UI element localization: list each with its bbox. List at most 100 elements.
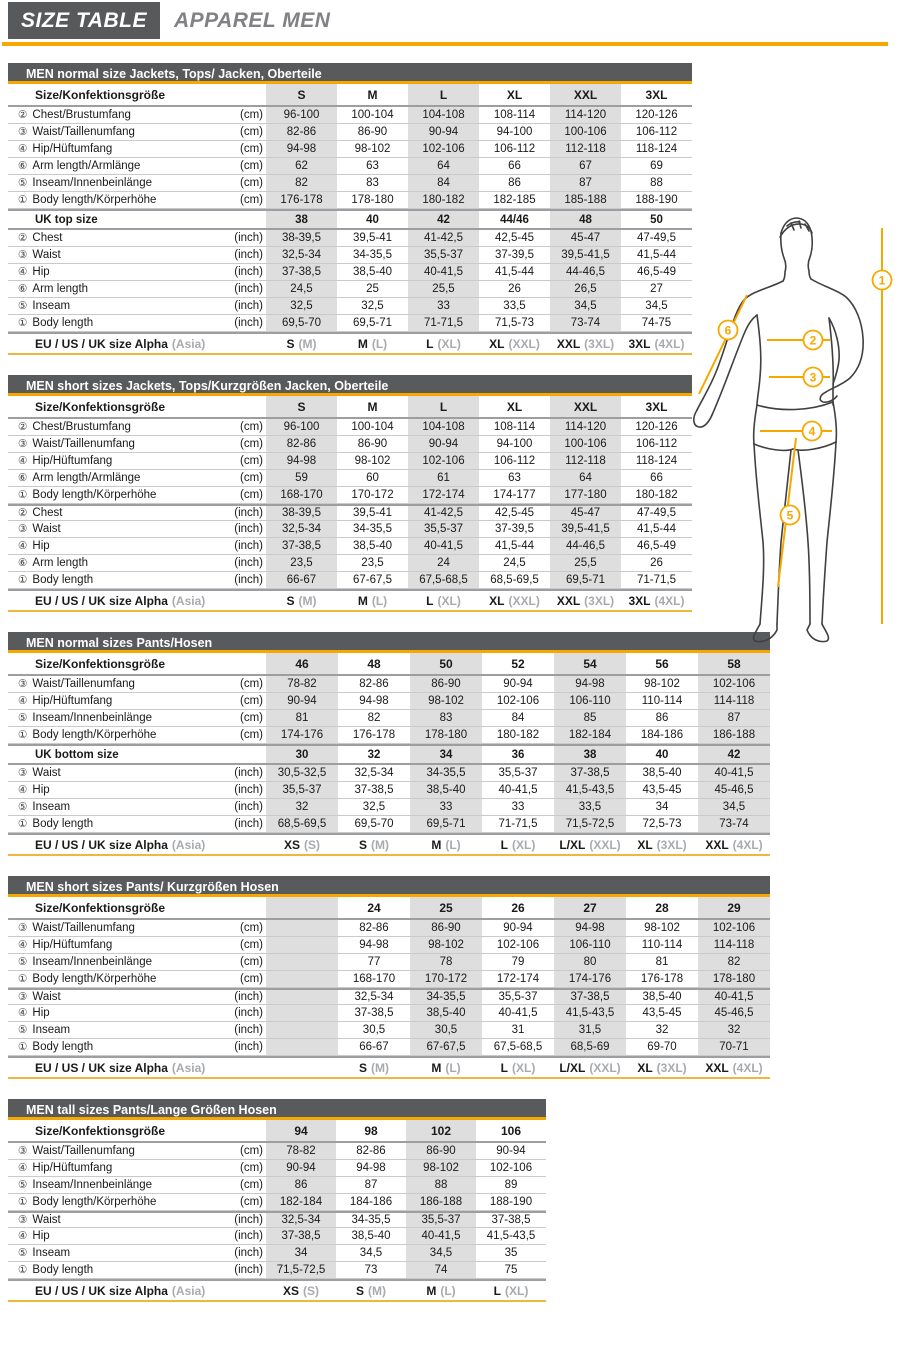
alpha-size-main: XXL	[556, 336, 581, 351]
measure-value-cell: 94-98	[554, 676, 626, 692]
measure-value-cell: 38-39,5	[266, 506, 337, 520]
measure-value-cell: 38,5-40	[642, 767, 682, 779]
uk-row-label: UK top size	[35, 213, 98, 226]
table-title-bar: MEN short sizes Jackets, Tops/Kurzgrößen…	[8, 375, 692, 396]
measure-value-cell: 100-104	[351, 421, 394, 433]
uk-value-cell: 48	[550, 211, 621, 228]
measure-row: ③ Waist (inch) 30,5-32,5 32,5-34 34-35,5 35,5-…	[8, 765, 770, 782]
measure-value-cell: 37-38,5	[554, 765, 626, 781]
measure-value-cell: 174-176	[266, 727, 338, 743]
measure-value-cell: 106-112	[493, 455, 536, 467]
measure-value-cell: 168-170	[266, 487, 337, 503]
circled-number-2-icon: ②	[18, 506, 28, 519]
figure-marker-body-length-icon: 1	[871, 269, 893, 291]
measure-value-cell: 186-188	[406, 1194, 476, 1210]
measure-value-cell: 82	[266, 175, 337, 191]
measure-label-text: Waist/Taillenumfang	[32, 438, 135, 450]
measure-value-cell: 94-100	[496, 438, 533, 450]
size-column-header: 52	[511, 656, 525, 671]
measure-label-text: Waist	[32, 523, 61, 535]
size-column-header: S	[266, 84, 337, 105]
measure-value-cell: 186-188	[698, 727, 770, 743]
measure-unit: (inch)	[234, 574, 263, 586]
measure-value-cell: 72,5-73	[642, 818, 682, 830]
measure-value-cell: 34-35,5	[352, 249, 392, 261]
measure-value-cell: 31,5	[554, 1022, 626, 1038]
measure-value-cell	[266, 971, 338, 987]
measure-value-cell: 174-176	[554, 971, 626, 987]
measure-unit: (inch)	[234, 249, 263, 261]
measure-value-cell: 47-49,5	[636, 232, 676, 244]
measure-value-cell: 84	[511, 712, 525, 724]
measure-label-text: Hip	[32, 540, 50, 552]
measure-row-label: ① Body length/Körperhöhe	[8, 971, 230, 987]
measure-value-cell: 68,5-69,5	[266, 816, 338, 832]
alpha-size-asia: (XL)	[512, 1060, 536, 1075]
alpha-size-asia: (XXL)	[508, 336, 540, 351]
measure-row-label: ④ Hip/Hüftumfang	[8, 453, 230, 469]
measure-value-cell: 90-94	[408, 124, 479, 140]
measure-value-cell: 69	[650, 160, 663, 172]
alpha-value-cell: M (L)	[406, 1281, 476, 1300]
measure-row-label: ⑤ Inseam/Innenbeinlänge	[8, 954, 230, 970]
alpha-value-cell: XXL (3XL)	[550, 334, 621, 353]
measure-value-cell: 82-86	[359, 678, 389, 690]
measure-value-cell: 34	[655, 801, 669, 813]
measure-value-cell: 34,5	[359, 1247, 383, 1259]
circled-number-6-icon: ⑥	[18, 282, 28, 295]
circled-number-4-icon: ④	[18, 1229, 28, 1242]
measure-value-cell: 24,5	[266, 281, 337, 297]
measure-value-cell: 82	[698, 954, 770, 970]
measure-value-cell: 40-41,5	[698, 990, 770, 1004]
measure-value-cell: 180-182	[496, 729, 540, 741]
measure-value-cell: 32	[266, 799, 338, 815]
measure-value-cell	[266, 1022, 338, 1038]
measure-unit: (inch)	[234, 1024, 263, 1036]
measure-row-label: ① Body length/Körperhöhe	[8, 1194, 230, 1210]
circled-number-3-icon: ③	[18, 248, 28, 261]
measure-row-label: ③ Waist/Taillenumfang	[8, 124, 230, 140]
measure-value-cell: 35,5-37	[406, 1213, 476, 1227]
measure-label-text: Body length	[32, 818, 94, 830]
measure-row: ① Body length (inch) 69,5-70 69,5-71 71-71,5 7…	[8, 315, 692, 332]
circled-number-6-icon: ⑥	[18, 556, 28, 569]
measure-row: ③ Waist/Taillenumfang (cm) 82-86 86-90 90-94 9…	[8, 920, 770, 937]
measure-value-cell: 71-71,5	[636, 574, 676, 586]
page-header: SIZE TABLE APPAREL MEN	[2, 2, 898, 46]
measure-row: ② Chest/Brustumfang (cm) 96-100 100-104 104-1…	[8, 107, 692, 124]
alpha-size-main: M	[357, 593, 368, 608]
measure-value-cell: 94-98	[266, 453, 337, 469]
alpha-size-asia: (L)	[445, 837, 461, 852]
measure-value-cell: 39,5-41	[352, 507, 392, 519]
measure-row: ③ Waist/Taillenumfang (cm) 82-86 86-90 90-94 9…	[8, 124, 692, 141]
measure-value-cell: 71,5-73	[494, 317, 534, 329]
measure-value-cell: 86	[508, 177, 521, 189]
measure-value-cell: 82-86	[266, 124, 337, 140]
measure-value-cell: 38,5-40	[351, 1230, 391, 1242]
circled-number-4-icon: ④	[18, 539, 28, 552]
alpha-size-main: XL	[489, 593, 505, 608]
measure-row: ① Body length/Körperhöhe (cm) 168-170 170-17…	[8, 487, 692, 504]
measure-value-cell: 82	[367, 712, 381, 724]
alpha-label-main: EU / US / UK size Alpha	[35, 837, 168, 852]
measure-value-cell: 102-106	[408, 453, 479, 469]
size-column-header	[266, 897, 338, 918]
measure-value-cell: 96-100	[266, 107, 337, 123]
size-header-row: Size/Konfektionsgröße 24 25 26 27 28 29	[8, 897, 770, 920]
circled-number-3-icon: ③	[18, 990, 28, 1003]
alpha-size-main: M	[431, 1060, 442, 1075]
measure-value-cell: 178-180	[698, 971, 770, 987]
size-column-header: 46	[266, 653, 338, 674]
measure-row: ③ Waist (inch) 32,5-34 34-35,5 35,5-37 37-39,5…	[8, 521, 692, 538]
measure-label-text: Body length/Körperhöhe	[32, 973, 157, 985]
measure-value-cell: 90-94	[266, 1160, 336, 1176]
size-column-header: 3XL	[645, 399, 668, 414]
measure-row: ⑤ Inseam (inch) 32 32,5 33 33 33,5 34 34,5	[8, 799, 770, 816]
measure-value-cell: 98-102	[354, 455, 391, 467]
measure-value-cell: 60	[366, 472, 379, 484]
circled-number-6-icon: ⑥	[18, 471, 28, 484]
measure-value-cell: 40-41,5	[408, 538, 479, 554]
circled-number-1-icon: ①	[18, 488, 28, 501]
uk-value-cell: 42	[408, 211, 479, 228]
measure-row-label: ④ Hip/Hüftumfang	[8, 693, 230, 709]
